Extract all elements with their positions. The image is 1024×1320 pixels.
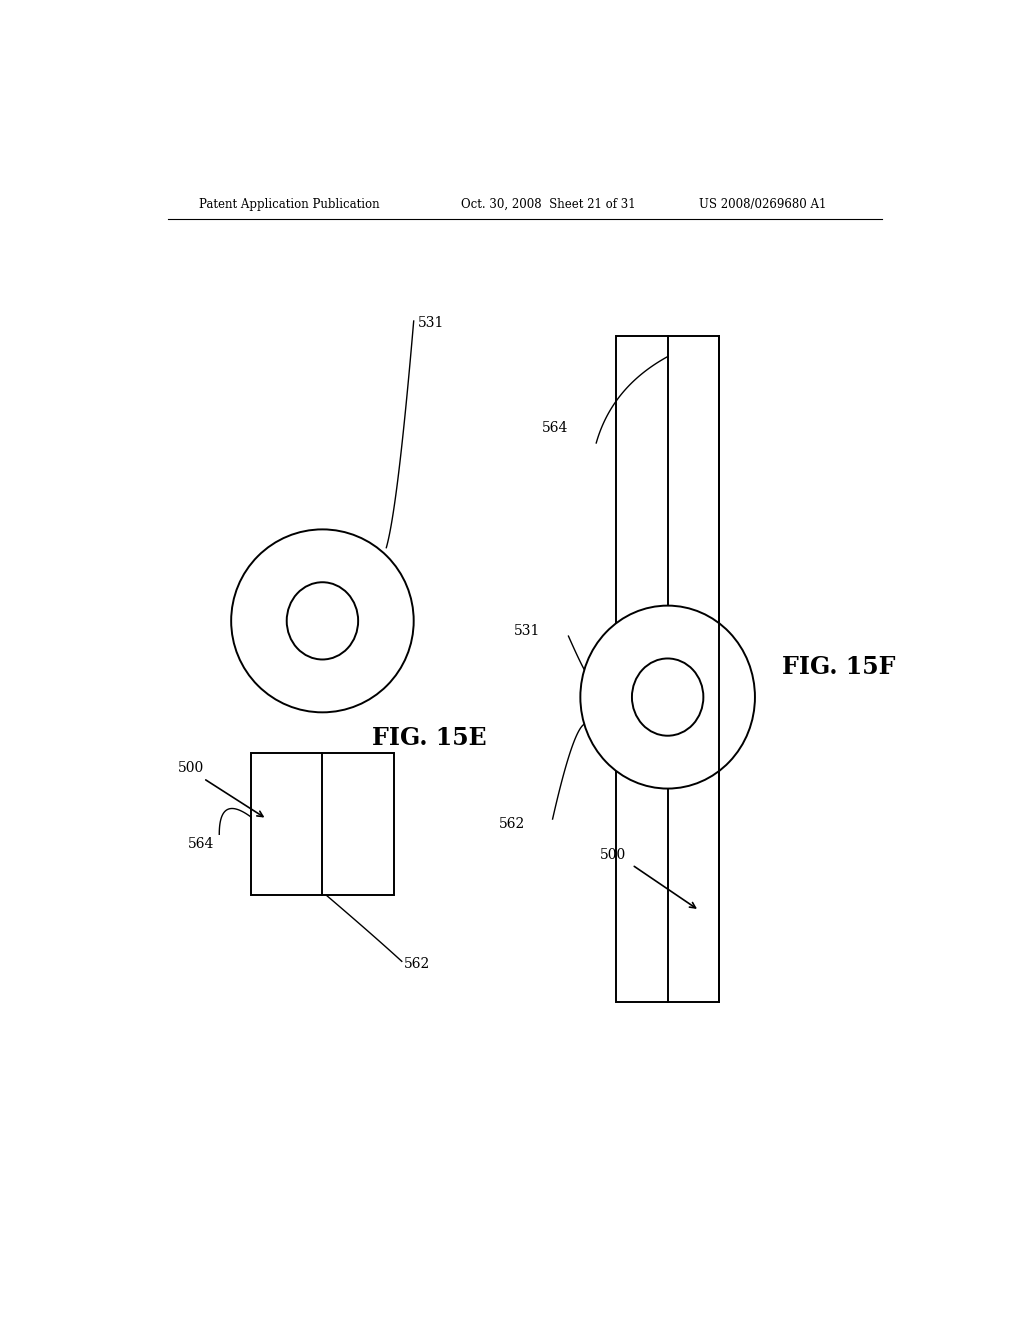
Text: Patent Application Publication: Patent Application Publication — [200, 198, 380, 211]
Text: FIG. 15F: FIG. 15F — [781, 655, 895, 678]
Text: 500: 500 — [600, 847, 627, 862]
Text: 531: 531 — [514, 624, 541, 638]
Text: 562: 562 — [404, 957, 430, 972]
Text: 564: 564 — [187, 837, 214, 851]
Text: 531: 531 — [418, 315, 444, 330]
Text: Oct. 30, 2008  Sheet 21 of 31: Oct. 30, 2008 Sheet 21 of 31 — [461, 198, 636, 211]
Text: FIG. 15E: FIG. 15E — [373, 726, 486, 750]
Text: 562: 562 — [499, 817, 524, 832]
Ellipse shape — [581, 606, 755, 788]
Text: US 2008/0269680 A1: US 2008/0269680 A1 — [699, 198, 826, 211]
Text: 564: 564 — [542, 421, 568, 434]
Bar — [616, 337, 719, 1002]
Text: 500: 500 — [178, 762, 204, 775]
Bar — [251, 752, 394, 895]
